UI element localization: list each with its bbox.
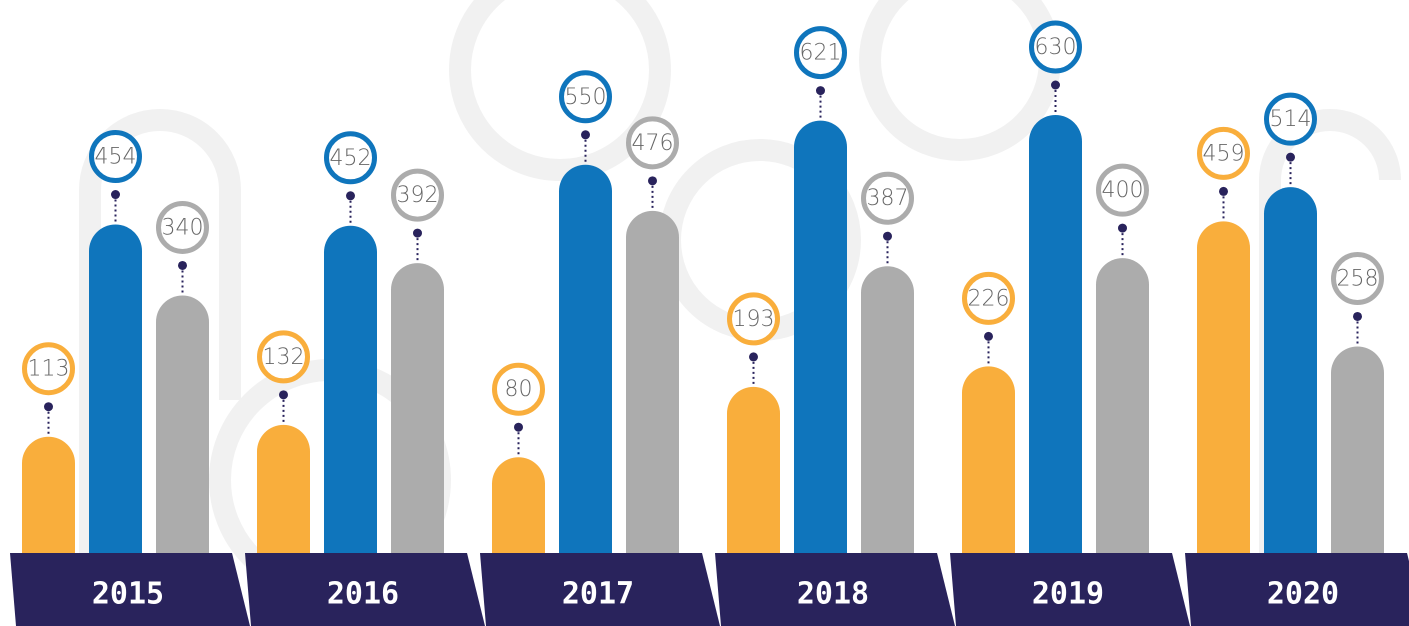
value-label: 340 [162, 215, 204, 240]
value-badge [156, 200, 209, 254]
year-label: 2020 [1267, 577, 1339, 612]
bar [391, 263, 444, 553]
value-badge [257, 330, 310, 384]
year-banner [1185, 553, 1409, 626]
value-badge [1264, 92, 1317, 146]
value-label: 387 [867, 186, 909, 211]
bar [626, 210, 679, 553]
year-label: 2018 [797, 577, 869, 612]
value-badge [492, 362, 545, 416]
leader-dot [514, 422, 523, 432]
value-badge [1331, 251, 1384, 305]
value-label: 132 [263, 345, 305, 370]
value-badge [391, 168, 444, 222]
bar [861, 266, 914, 553]
year-banner [715, 553, 955, 626]
value-badge [559, 70, 612, 124]
bar [727, 386, 780, 553]
value-label: 514 [1270, 107, 1312, 132]
value-label: 392 [397, 183, 439, 208]
value-label: 454 [95, 145, 137, 170]
value-badge [727, 292, 780, 346]
bar [1331, 346, 1384, 553]
value-badge [962, 271, 1015, 325]
value-label: 113 [28, 357, 70, 382]
year-banner [10, 553, 250, 626]
leader-dot [413, 228, 422, 238]
year-label: 2017 [562, 577, 634, 612]
bar [1029, 115, 1082, 553]
leader-dot [1118, 223, 1127, 233]
leader-dot [581, 130, 590, 140]
leader-dot [1051, 80, 1060, 90]
year-label: 2019 [1032, 577, 1104, 612]
value-badge [324, 131, 377, 185]
value-badge [861, 171, 914, 225]
leader-dot [178, 260, 187, 270]
leader-dot [1353, 311, 1362, 321]
value-label: 193 [733, 307, 775, 332]
leader-dot [279, 390, 288, 400]
value-label: 400 [1102, 178, 1144, 203]
leader-dot [1219, 186, 1228, 196]
bar [492, 457, 545, 553]
bar [1197, 221, 1250, 553]
leader-dot [346, 191, 355, 201]
bar [89, 224, 142, 553]
value-label: 452 [330, 146, 372, 171]
value-badge [626, 116, 679, 170]
bar [324, 225, 377, 553]
value-label: 630 [1035, 35, 1077, 60]
value-label: 80 [505, 377, 533, 402]
value-badge [1096, 163, 1149, 217]
leader-dot [816, 86, 825, 96]
year-label: 2016 [327, 577, 399, 612]
leader-dot [44, 402, 53, 412]
value-label: 226 [968, 286, 1010, 311]
value-label: 258 [1337, 266, 1379, 291]
year-banner [245, 553, 485, 626]
bar [156, 295, 209, 553]
year-banner [480, 553, 720, 626]
leader-dot [749, 352, 758, 362]
bar [962, 366, 1015, 553]
value-label: 550 [565, 85, 607, 110]
bar [1264, 187, 1317, 553]
bar [22, 436, 75, 553]
leader-dot [111, 190, 120, 200]
leader-dot [648, 176, 657, 186]
bar [794, 120, 847, 554]
value-badge [89, 130, 142, 184]
value-label: 459 [1203, 141, 1245, 166]
year-banner [950, 553, 1190, 626]
value-badge [1197, 126, 1250, 180]
value-badge [22, 342, 75, 396]
leader-dot [1286, 152, 1295, 162]
leader-dot [984, 331, 993, 341]
value-badge [794, 26, 847, 80]
value-badge [1029, 20, 1082, 74]
value-label: 621 [800, 41, 842, 66]
leader-dot [883, 231, 892, 241]
bar [257, 424, 310, 553]
value-label: 476 [632, 131, 674, 156]
bar [1096, 258, 1149, 553]
year-label: 2015 [92, 577, 164, 612]
bar [559, 164, 612, 553]
